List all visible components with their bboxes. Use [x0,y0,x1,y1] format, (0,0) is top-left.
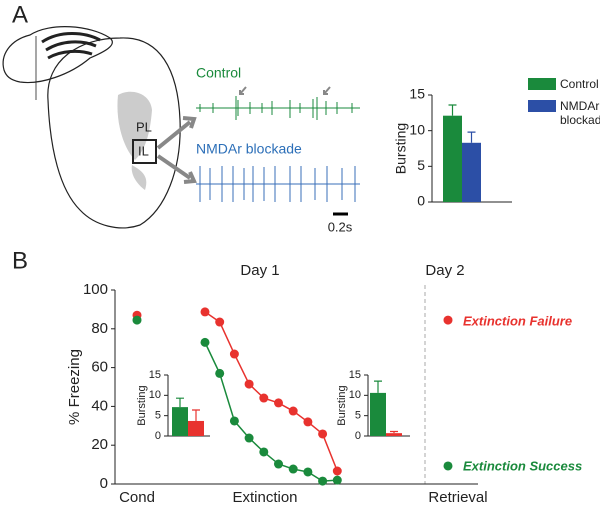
point [443,315,453,325]
legend-label: Control [560,77,599,91]
nmda-trace [196,166,360,202]
error-bar [390,430,398,434]
y-tick-label: 0 [417,193,425,209]
y-tick-label: 20 [91,436,108,453]
error-bar [176,397,184,408]
error-bar [448,104,457,116]
legend-swatch [528,100,556,112]
y-axis-label: Bursting [136,385,148,425]
point [318,476,328,486]
error-bar [467,131,476,143]
point [318,429,328,439]
point [332,466,342,476]
bar [172,407,188,436]
brain-sketch [2,26,197,229]
point [200,337,210,347]
bar [462,142,481,202]
y-tick-label: 40 [91,397,108,414]
point [259,393,269,403]
point [215,317,225,327]
series-label: Extinction Success [463,458,582,473]
series-line [204,342,338,482]
annotation: Day 2 [425,262,464,279]
annotation: Day 1 [240,262,279,279]
y-tick-label: 80 [91,320,108,337]
y-axis-label: % Freezing [66,349,83,425]
control-trace [196,86,360,120]
bar [188,420,204,436]
series-line [204,311,338,472]
error-bar [374,380,382,393]
y-tick-label: 5 [155,410,161,422]
panel-label: B [12,247,28,274]
y-tick-label: 10 [349,389,361,401]
point [244,433,254,443]
point [200,307,210,317]
y-tick-label: 15 [349,369,361,381]
y-axis-label: Bursting [336,385,348,425]
y-tick-label: 15 [409,86,425,102]
point [229,349,239,359]
y-tick-label: 5 [417,157,425,173]
trace-label: Control [196,65,241,81]
x-label: Cond [119,489,155,506]
bar [443,115,462,202]
bar [370,392,386,436]
error-bar [192,409,200,421]
y-tick-label: 60 [91,359,108,376]
trace-label: NMDAr blockade [196,141,302,157]
y-tick-label: 10 [409,121,425,137]
y-tick-label: 5 [355,410,361,422]
point [244,379,254,389]
point [259,447,269,457]
point [215,368,225,378]
point [288,406,298,416]
legend-label: NMDAr blockade [560,99,600,127]
point [303,417,313,427]
panel-label: A [12,1,28,28]
x-label: Extinction [232,489,297,506]
legend-swatch [528,78,556,90]
y-axis-label: Bursting [393,123,409,174]
y-tick-label: 10 [149,389,161,401]
point [288,464,298,474]
series-label: Extinction Failure [463,314,572,329]
x-label: Retrieval [428,489,487,506]
y-tick-label: 0 [355,430,361,442]
y-tick-label: 100 [83,281,108,298]
bar [386,433,402,436]
point [132,315,142,325]
region-label: PL [136,119,152,134]
y-tick-label: 0 [155,430,161,442]
point [303,467,313,477]
point [229,416,239,426]
scale-label: 0.2s [328,219,353,234]
point [274,398,283,408]
y-tick-label: 0 [100,475,108,492]
point [332,475,342,485]
region-label: IL [138,143,149,158]
point [274,459,283,469]
y-tick-label: 15 [149,369,161,381]
point [443,461,453,471]
